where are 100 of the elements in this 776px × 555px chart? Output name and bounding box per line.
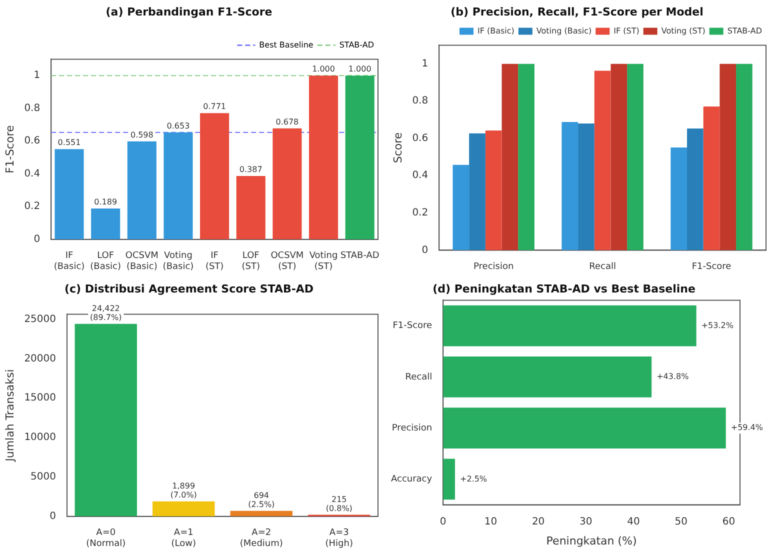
chart-title: (a) Perbandingan F1-Score xyxy=(106,5,272,18)
legend-label: IF (ST) xyxy=(614,26,640,36)
y-tick-label: 0.8 xyxy=(412,96,428,107)
bar xyxy=(236,176,266,240)
y-tick-label: 0.6 xyxy=(412,132,428,144)
x-tick-label: F1-Score xyxy=(692,262,732,272)
data-label: 24,422 (89.7%) xyxy=(90,304,122,322)
data-label: 694 (2.5%) xyxy=(248,491,275,510)
y-tick-label: 0.2 xyxy=(412,208,428,219)
x-tick-label: 40 xyxy=(627,516,640,528)
y-tick-label: 1 xyxy=(422,58,428,70)
bar xyxy=(443,458,455,500)
bar xyxy=(308,76,338,240)
bar xyxy=(562,122,578,250)
bar xyxy=(443,408,726,449)
x-tick-label: A=2 (Medium) xyxy=(240,528,283,549)
x-tick-label: LOF (Basic) xyxy=(90,251,122,272)
data-label: +2.5% xyxy=(460,474,488,484)
data-label: +53.2% xyxy=(701,320,734,330)
data-label: 0.189 xyxy=(94,198,118,207)
y-tick-label: 0.2 xyxy=(24,201,40,212)
chart-title: (b) Precision, Recall, F1-Score per Model xyxy=(450,5,704,18)
y-tick-label: 10000 xyxy=(24,432,56,444)
y-tick-label: 0.4 xyxy=(412,170,428,182)
x-tick-label: OCSVM (Basic) xyxy=(125,251,158,272)
x-tick-label: A=3 (High) xyxy=(325,528,353,549)
bar xyxy=(703,106,720,250)
bar xyxy=(91,208,120,240)
x-tick-label: 0 xyxy=(440,516,446,528)
bar xyxy=(127,141,156,240)
x-tick-label: IF (ST) xyxy=(205,251,224,272)
y-tick-label: 5000 xyxy=(30,472,56,483)
bar xyxy=(345,76,374,240)
y-tick-label: 1 xyxy=(34,70,40,82)
y-tick-label: 20000 xyxy=(24,353,56,364)
chart-title: (c) Distribusi Agreement Score STAB-AD xyxy=(64,282,314,296)
x-tick-label: 10 xyxy=(484,516,498,528)
bar xyxy=(594,70,611,250)
y-tick-label: 0.6 xyxy=(24,136,40,147)
bar xyxy=(74,324,137,516)
x-tick-label: Recall xyxy=(589,262,616,272)
y-axis-title: Score xyxy=(391,132,404,164)
bar xyxy=(164,132,193,240)
legend-label: STAB-AD xyxy=(339,40,374,50)
bar xyxy=(720,64,736,250)
legend-label: IF (Basic) xyxy=(477,26,514,36)
x-tick-label: LOF (ST) xyxy=(242,251,260,272)
bar xyxy=(736,64,752,250)
legend-label: Best Baseline xyxy=(259,40,314,50)
bar xyxy=(152,501,215,516)
data-label: 0.678 xyxy=(276,117,299,126)
legend-label: Voting (Basic) xyxy=(536,26,592,36)
bar xyxy=(200,113,230,240)
bar xyxy=(469,133,486,250)
y-tick-label: Precision xyxy=(392,423,432,434)
x-axis-title: Peningkatan (%) xyxy=(546,534,637,548)
data-label: 0.387 xyxy=(239,165,262,174)
bar xyxy=(452,164,470,250)
bar xyxy=(670,148,687,250)
data-label: 0.771 xyxy=(203,102,226,112)
y-axis-title: Jumlah Transaksi xyxy=(3,369,16,462)
legend-label: Voting (ST) xyxy=(661,26,706,36)
x-tick-label: Precision xyxy=(474,262,514,272)
y-tick-label: 25000 xyxy=(24,314,56,325)
chart-title: (d) Peningkatan STAB-AD vs Best Baseline xyxy=(432,282,696,296)
y-tick-label: 0 xyxy=(34,234,40,245)
x-tick-label: A=0 (Normal) xyxy=(86,528,126,549)
bar xyxy=(230,510,292,516)
x-tick-label: STAB-AD xyxy=(340,251,380,262)
bar xyxy=(578,123,594,250)
x-tick-label: 50 xyxy=(674,516,688,528)
y-tick-label: 15000 xyxy=(24,392,56,404)
data-label: 0.598 xyxy=(130,130,154,140)
bar xyxy=(610,64,628,250)
bar xyxy=(54,149,84,240)
data-label: +59.4% xyxy=(730,423,764,432)
data-label: 215 (0.8%) xyxy=(326,494,352,513)
bar xyxy=(687,128,704,250)
bar xyxy=(272,128,302,240)
data-label: 0.551 xyxy=(58,138,81,148)
x-tick-label: OCSVM (ST) xyxy=(270,251,304,272)
y-tick-label: Accuracy xyxy=(390,474,433,485)
x-tick-label: 60 xyxy=(722,516,736,528)
x-tick-label: Voting (Basic) xyxy=(162,251,194,272)
data-label: 1,899 (7.0%) xyxy=(170,482,197,500)
y-tick-label: Recall xyxy=(405,372,432,382)
x-tick-label: 30 xyxy=(580,516,592,528)
legend-label: STAB-AD xyxy=(727,26,762,36)
x-tick-label: Voting (ST) xyxy=(309,251,338,272)
data-label: 1.000 xyxy=(348,64,372,74)
bar xyxy=(485,130,502,250)
data-label: 0.653 xyxy=(166,122,190,131)
y-tick-label: 0.4 xyxy=(24,168,40,180)
bar xyxy=(443,305,696,346)
bar xyxy=(518,64,534,250)
x-tick-label: A=1 (Low) xyxy=(171,528,196,549)
y-tick-label: F1-Score xyxy=(392,321,433,332)
data-label: +43.8% xyxy=(656,372,690,382)
data-label: 1.000 xyxy=(312,64,335,74)
bar xyxy=(627,64,644,250)
